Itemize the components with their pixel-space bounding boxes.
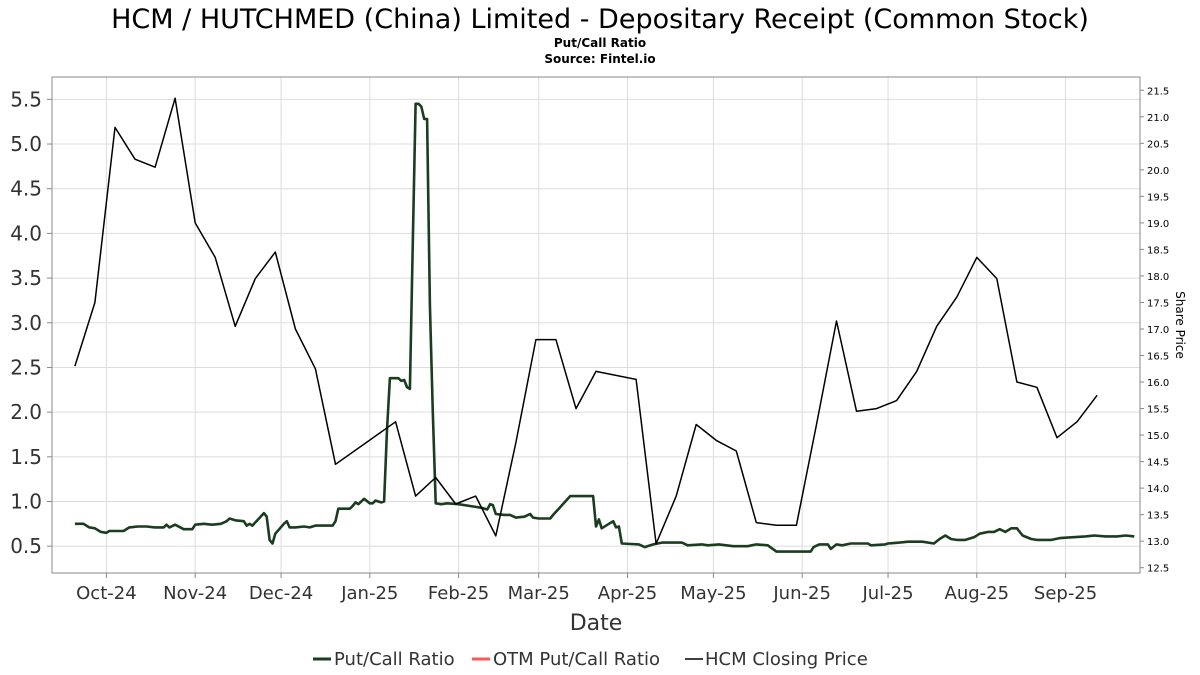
series-line-put-call-ratio (74, 102, 1135, 553)
x-tick-label: Apr-25 (598, 583, 657, 604)
left-tick-label: 5.0 (10, 132, 42, 156)
x-tick-label: Feb-25 (428, 583, 489, 604)
right-tick-label: 19.0 (1147, 219, 1169, 230)
left-tick-label: 3.0 (10, 311, 42, 335)
x-axis-label: Date (570, 611, 623, 636)
x-tick-label: Dec-24 (249, 583, 313, 604)
right-tick-label: 16.5 (1147, 352, 1169, 363)
legend-label-otm-put-call-ratio: OTM Put/Call Ratio (493, 649, 660, 670)
series-lines (74, 97, 1135, 553)
right-tick-label: 18.5 (1147, 245, 1169, 256)
x-tick-label: Jul-25 (861, 583, 913, 604)
right-tick-label: 14.5 (1147, 458, 1169, 469)
right-tick-label: 17.5 (1147, 298, 1169, 309)
right-tick-label: 15.5 (1147, 405, 1169, 416)
right-tick-label: 21.0 (1147, 113, 1169, 124)
x-tick-label: Oct-24 (76, 583, 137, 604)
x-tick-label: Aug-25 (945, 583, 1010, 604)
right-tick-label: 13.5 (1147, 511, 1169, 522)
left-tick-label: 4.0 (10, 221, 42, 245)
right-tick-label: 17.0 (1147, 325, 1169, 336)
gridlines (52, 77, 1140, 573)
x-tick-label: Nov-24 (163, 583, 227, 604)
x-tick-label: Jun-25 (772, 583, 831, 604)
right-axis-label: Share Price (1173, 291, 1187, 359)
x-axis: Oct-24 Nov-24 Dec-24 Jan-25 Feb-25 Mar-25 Apr-… (76, 573, 1097, 604)
left-tick-label: 2.0 (10, 400, 42, 424)
right-tick-label: 12.5 (1147, 564, 1169, 575)
right-y-axis: 12.5 13.0 13.5 14.0 14.5 15.0 15.5 16.0 16.5 17.0… (1140, 86, 1169, 575)
legend-label-put-call-ratio: Put/Call Ratio (334, 649, 455, 670)
right-tick-label: 14.0 (1147, 484, 1169, 495)
right-tick-label: 18.0 (1147, 272, 1169, 283)
left-tick-label: 1.5 (10, 445, 42, 469)
left-tick-label: 0.5 (10, 534, 42, 558)
chart-subtitle-line-2: Source: Fintel.io (544, 52, 655, 66)
x-tick-label: Jan-25 (340, 583, 398, 604)
right-tick-label: 19.5 (1147, 192, 1169, 203)
legend: Put/Call Ratio OTM Put/Call Ratio HCM Cl… (313, 649, 868, 670)
left-tick-label: 5.5 (10, 87, 42, 111)
series-line-hcm-closing-price (74, 97, 1098, 545)
x-tick-label: Mar-25 (508, 583, 570, 604)
x-tick-label: May-25 (680, 583, 746, 604)
right-tick-label: 20.0 (1147, 166, 1169, 177)
legend-label-closing-price: HCM Closing Price (705, 649, 868, 670)
left-tick-label: 3.5 (10, 266, 42, 290)
chart-title: HCM / HUTCHMED (China) Limited - Deposit… (111, 4, 1089, 35)
right-tick-label: 16.0 (1147, 378, 1169, 389)
x-tick-label: Sep-25 (1034, 583, 1097, 604)
left-tick-label: 1.0 (10, 490, 42, 514)
left-tick-label: 2.5 (10, 355, 42, 379)
left-tick-label: 4.5 (10, 177, 42, 201)
right-tick-label: 21.5 (1147, 86, 1169, 97)
plot-area-frame (51, 76, 1141, 574)
right-tick-label: 13.0 (1147, 537, 1169, 548)
right-tick-label: 15.0 (1147, 431, 1169, 442)
left-y-axis: 0.5 1.0 1.5 2.0 2.5 3.0 3.5 4.0 4.5 5.0 5.5 (10, 87, 52, 558)
right-tick-label: 20.5 (1147, 139, 1169, 150)
chart-subtitle-line-1: Put/Call Ratio (554, 36, 646, 50)
